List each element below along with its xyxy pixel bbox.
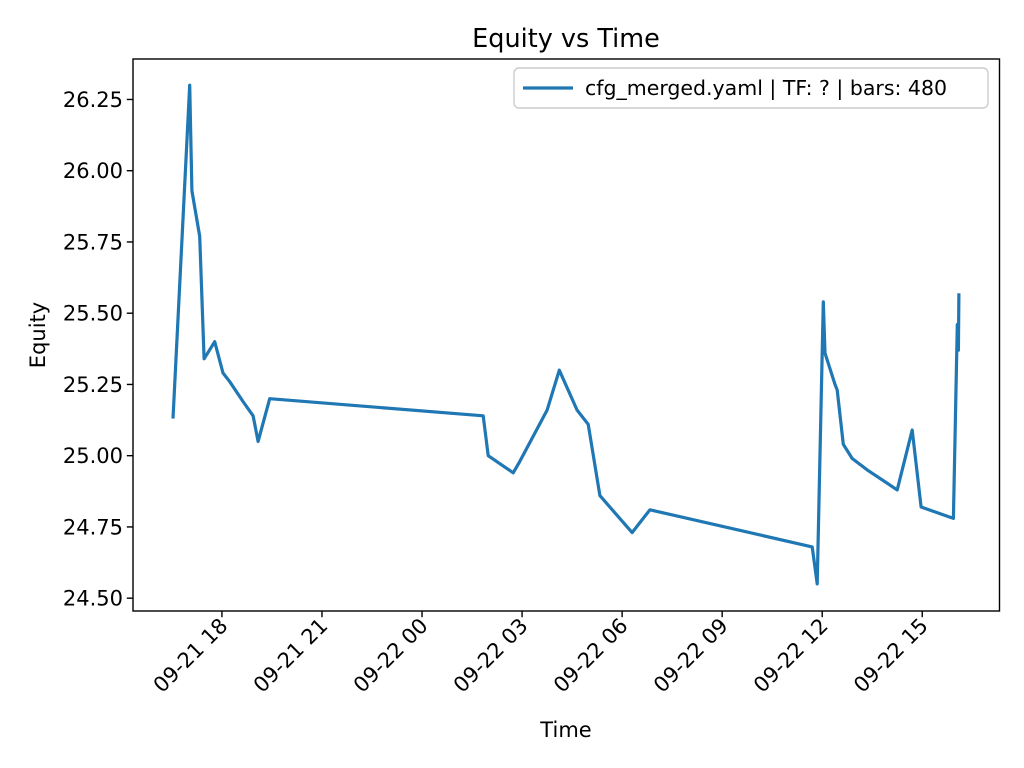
y-tick-label: 24.50 [63, 587, 123, 611]
y-axis-ticks: 24.50 24.75 25.00 25.25 25.50 25.75 26.00 26.25 [63, 88, 133, 611]
x-tick-label: 09-21 21 [249, 614, 333, 698]
x-tick-label: 09-22 15 [849, 614, 933, 698]
y-tick-label: 25.50 [63, 302, 123, 326]
x-axis-ticks: 09-21 18 09-21 21 09-22 00 09-22 03 09-22 06… [149, 611, 933, 697]
x-tick-label: 09-22 06 [549, 614, 633, 698]
y-tick-label: 25.00 [63, 444, 123, 468]
chart-title: Equity vs Time [472, 24, 660, 54]
y-axis-label: Equity [26, 302, 50, 368]
x-tick-label: 09-21 18 [149, 614, 233, 698]
legend: cfg_merged.yaml | TF: ? | bars: 480 [513, 67, 989, 109]
x-tick-label: 09-22 03 [449, 614, 533, 698]
y-tick-label: 26.00 [63, 159, 123, 183]
x-tick-label: 09-22 12 [749, 614, 833, 698]
equity-line-series [171, 83, 961, 586]
y-tick-label: 26.25 [63, 88, 123, 112]
plot-area-frame [132, 58, 1001, 612]
y-tick-label: 25.75 [63, 230, 123, 254]
legend-label: cfg_merged.yaml | TF: ? | bars: 480 [585, 76, 947, 101]
legend-box [513, 67, 989, 109]
x-tick-label: 09-22 09 [649, 614, 733, 698]
x-tick-label: 09-22 00 [349, 614, 433, 698]
x-axis-label: Time [539, 718, 591, 742]
y-tick-label: 24.75 [63, 515, 123, 539]
y-tick-label: 25.25 [63, 373, 123, 397]
